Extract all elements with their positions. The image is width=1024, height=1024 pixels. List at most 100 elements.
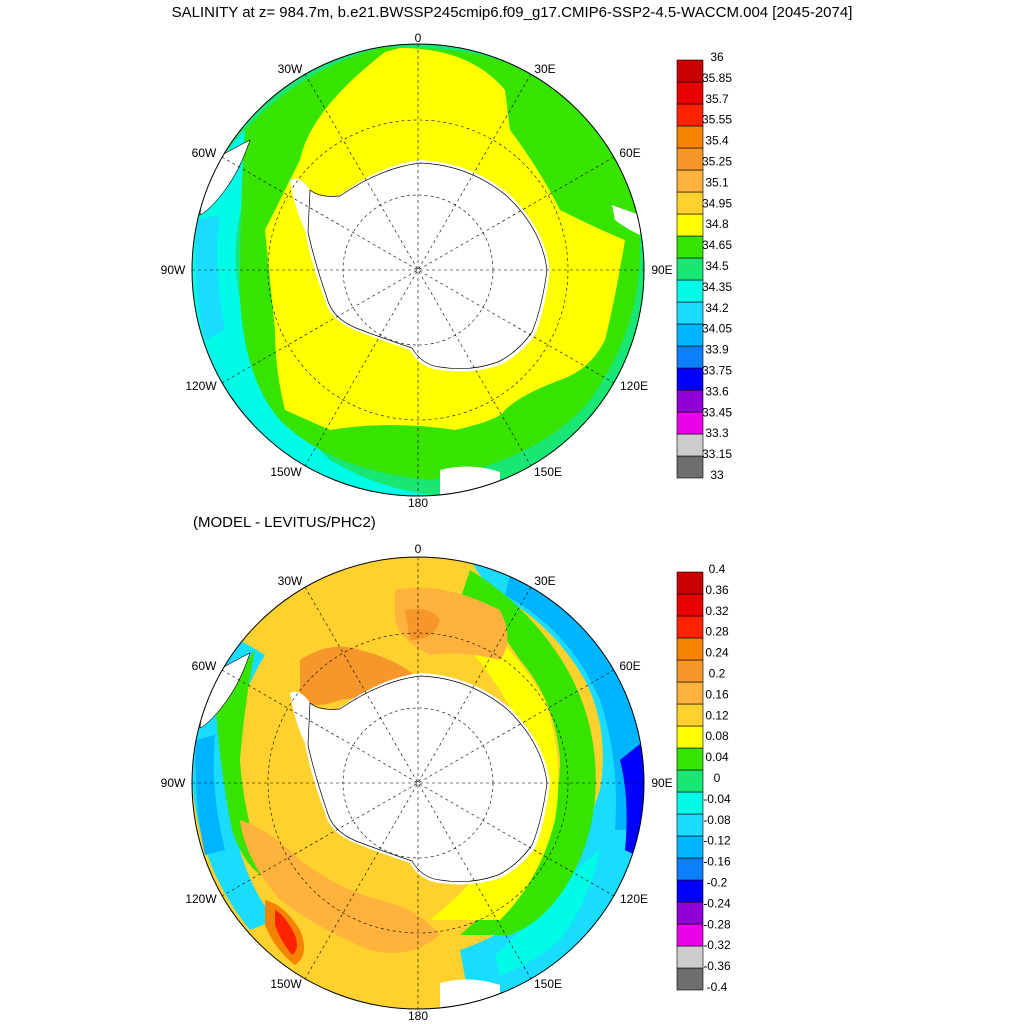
difference-colorbar-label-8: 0.08 bbox=[705, 729, 729, 743]
salinity-colorbar-box-14 bbox=[676, 147, 704, 171]
salinity-colorbar-box-17 bbox=[676, 81, 704, 105]
difference-colorbar-label-20: -0.4 bbox=[707, 980, 728, 994]
difference-colorbar-box-14 bbox=[676, 659, 704, 683]
salinity-colorbar-box-4 bbox=[676, 367, 704, 391]
difference-subtitle: (MODEL - LEVITUS/PHC2) bbox=[193, 514, 376, 531]
difference-colorbar-label-11: -0.04 bbox=[703, 792, 731, 806]
difference-colorbar-label-5: 0.2 bbox=[709, 667, 726, 681]
salinity-map-border bbox=[191, 43, 645, 497]
salinity-colorbar-box-9 bbox=[676, 257, 704, 281]
salinity-colorbar-box-7 bbox=[676, 301, 704, 325]
salinity-colorbar-box-18 bbox=[676, 59, 704, 83]
salinity-colorbar-label-8: 34.8 bbox=[705, 217, 729, 231]
lon-label-120w: 120W bbox=[185, 379, 217, 393]
salinity-colorbar-box-10 bbox=[676, 235, 704, 259]
difference-colorbar-box-13 bbox=[676, 681, 704, 705]
difference-colorbar-box-18 bbox=[676, 571, 704, 595]
difference-colorbar-label-10: 0 bbox=[714, 771, 721, 785]
difference-colorbar-label-9: 0.04 bbox=[705, 750, 729, 764]
salinity-colorbar-label-20: 33 bbox=[710, 468, 724, 482]
difference-colorbar-label-16: -0.24 bbox=[703, 896, 731, 910]
difference-colorbar-label-14: -0.16 bbox=[703, 855, 731, 869]
salinity-colorbar-label-14: 33.9 bbox=[705, 343, 729, 357]
difference-colorbar-box-16 bbox=[676, 615, 704, 639]
difference-colorbar-box-10 bbox=[676, 747, 704, 771]
salinity-colorbar-label-3: 35.55 bbox=[702, 113, 732, 127]
salinity-colorbar-label-13: 34.05 bbox=[702, 322, 732, 336]
lon-label-60w: 60W bbox=[192, 146, 217, 160]
difference-colorbar-label-12: -0.08 bbox=[703, 813, 731, 827]
lon-label-30e: 30E bbox=[534, 62, 555, 76]
difference-colorbar-label-17: -0.28 bbox=[703, 917, 731, 931]
difference-colorbar-box-12 bbox=[676, 703, 704, 727]
lon-label-90w-bottom-map: 90W bbox=[161, 776, 186, 790]
salinity-colorbar-box-12 bbox=[676, 191, 704, 215]
salinity-colorbar-label-7: 34.95 bbox=[702, 196, 732, 210]
lon-label-60e-bottom-map: 60E bbox=[619, 659, 640, 673]
difference-map-border bbox=[191, 556, 645, 1010]
difference-colorbar-box-2 bbox=[676, 923, 704, 947]
difference-colorbar-label-0: 0.4 bbox=[709, 562, 726, 576]
difference-colorbar: 0.4 0.36 0.32 0.28 0.24 0.2 0.16 0.12 0.08 0.04 0 -… bbox=[676, 562, 731, 994]
difference-colorbar-label-6: 0.16 bbox=[705, 687, 729, 701]
difference-colorbar-box-17 bbox=[676, 593, 704, 617]
salinity-colorbar-box-15 bbox=[676, 125, 704, 149]
lon-label-120e-bottom-map: 120E bbox=[620, 892, 648, 906]
lon-label-30e-bottom-map: 30E bbox=[534, 574, 555, 588]
salinity-colorbar-box-13 bbox=[676, 169, 704, 193]
salinity-colorbar-label-17: 33.45 bbox=[702, 405, 732, 419]
lon-label-90w: 90W bbox=[161, 263, 186, 277]
difference-colorbar-box-6 bbox=[676, 835, 704, 859]
salinity-colorbar-box-1 bbox=[676, 433, 704, 457]
salinity-colorbar-box-2 bbox=[676, 411, 704, 435]
salinity-colorbar-box-3 bbox=[676, 389, 704, 413]
salinity-colorbar-label-2: 35.7 bbox=[705, 92, 729, 106]
difference-colorbar-label-1: 0.36 bbox=[705, 583, 729, 597]
salinity-colorbar-label-9: 34.65 bbox=[702, 238, 732, 252]
lon-label-60w-bottom-map: 60W bbox=[192, 659, 217, 673]
difference-map bbox=[192, 557, 644, 1009]
difference-colorbar-label-15: -0.2 bbox=[707, 876, 728, 890]
difference-colorbar-label-7: 0.12 bbox=[705, 708, 729, 722]
lon-label-0: 0 bbox=[415, 31, 422, 45]
difference-colorbar-box-7 bbox=[676, 813, 704, 837]
salinity-colorbar-label-6: 35.1 bbox=[705, 175, 729, 189]
lon-label-30w: 30W bbox=[278, 62, 303, 76]
plot-title: SALINITY at z= 984.7m, b.e21.BWSSP245cmi… bbox=[171, 4, 853, 21]
lon-label-180: 180 bbox=[408, 496, 428, 510]
difference-colorbar-label-3: 0.28 bbox=[705, 625, 729, 639]
lon-label-0-bottom-map: 0 bbox=[415, 542, 422, 556]
difference-colorbar-label-13: -0.12 bbox=[703, 834, 731, 848]
salinity-colorbar-label-10: 34.5 bbox=[705, 259, 729, 273]
salinity-colorbar-label-4: 35.4 bbox=[705, 134, 729, 148]
salinity-colorbar-box-16 bbox=[676, 103, 704, 127]
difference-colorbar-box-4 bbox=[676, 879, 704, 903]
difference-colorbar-box-3 bbox=[676, 901, 704, 925]
difference-colorbar-label-18: -0.32 bbox=[703, 938, 731, 952]
difference-colorbar-box-9 bbox=[676, 769, 704, 793]
difference-colorbar-label-2: 0.32 bbox=[705, 604, 729, 618]
salinity-colorbar-box-11 bbox=[676, 213, 704, 237]
difference-colorbar-label-19: -0.36 bbox=[703, 959, 731, 973]
difference-colorbar-box-15 bbox=[676, 637, 704, 661]
lon-label-60e: 60E bbox=[619, 146, 640, 160]
salinity-colorbar-box-5 bbox=[676, 345, 704, 369]
salinity-map bbox=[192, 44, 644, 496]
salinity-colorbar-label-18: 33.3 bbox=[705, 426, 729, 440]
salinity-colorbar-box-6 bbox=[676, 323, 704, 347]
salinity-colorbar-box-8 bbox=[676, 279, 704, 303]
lon-label-90e: 90E bbox=[651, 263, 672, 277]
difference-colorbar-box-0 bbox=[676, 967, 704, 991]
difference-colorbar-box-5 bbox=[676, 857, 704, 881]
salinity-colorbar-label-16: 33.6 bbox=[705, 384, 729, 398]
lon-label-150e: 150E bbox=[534, 465, 562, 479]
salinity-colorbar-label-0: 36 bbox=[710, 50, 724, 64]
lon-label-120e: 120E bbox=[620, 379, 648, 393]
lon-label-150w-bottom-map: 150W bbox=[270, 977, 302, 991]
lon-label-180-bottom-map: 180 bbox=[408, 1009, 428, 1023]
salinity-colorbar: 36 35.85 35.7 35.55 35.4 35.25 35.1 34.95 34.8 34… bbox=[676, 50, 732, 482]
salinity-colorbar-label-1: 35.85 bbox=[702, 71, 732, 85]
salinity-colorbar-label-12: 34.2 bbox=[705, 301, 729, 315]
lon-label-150e-bottom-map: 150E bbox=[534, 977, 562, 991]
salinity-colorbar-box-0 bbox=[676, 455, 704, 479]
